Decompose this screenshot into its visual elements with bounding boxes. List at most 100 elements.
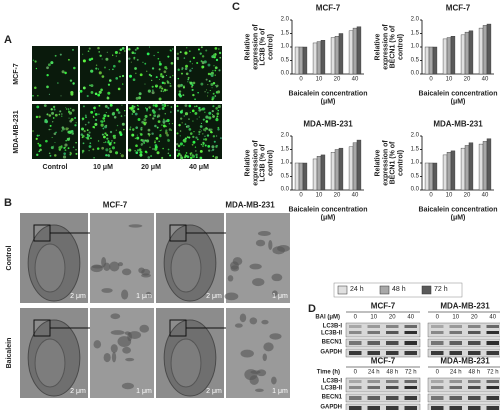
fluorescent-dot xyxy=(191,84,194,87)
fluorescent-dot xyxy=(101,58,103,60)
fluorescent-dot xyxy=(177,152,181,156)
bar xyxy=(316,156,322,191)
fluorescent-dot xyxy=(166,81,170,84)
fluorescent-dot xyxy=(146,109,148,112)
organelle xyxy=(227,275,234,282)
fluorescent-dot xyxy=(116,108,119,112)
lane-label: 0 xyxy=(435,314,439,321)
fluorescent-dot xyxy=(95,64,98,66)
scale-bar-label: 1 μm xyxy=(136,293,152,301)
fluorescent-dot xyxy=(204,144,207,147)
band xyxy=(349,406,362,410)
fluorescent-dot xyxy=(90,91,94,94)
x-tick-label: 10 xyxy=(315,76,323,83)
fluorescent-dot xyxy=(61,130,63,132)
fluorescent-dot xyxy=(81,134,85,138)
organelle xyxy=(93,340,102,349)
band xyxy=(449,325,462,328)
fluorescent-dot xyxy=(209,89,211,92)
organelle xyxy=(128,224,143,228)
band xyxy=(431,331,444,334)
fluorescent-dot xyxy=(81,127,85,131)
fluorescent-dot xyxy=(207,63,211,67)
organelle xyxy=(121,382,134,390)
band xyxy=(404,406,417,410)
fluorescent-dot xyxy=(114,51,118,55)
bar xyxy=(294,162,300,191)
blot-group-label: MCF-7 xyxy=(370,301,396,311)
fluorescent-dot xyxy=(98,71,102,75)
fluorescent-dot xyxy=(147,132,150,136)
fluorescent-dot xyxy=(146,108,149,111)
fluorescent-dot xyxy=(153,114,157,118)
fluorescent-dot xyxy=(53,132,57,136)
fluorescent-dot xyxy=(169,76,172,78)
fluorescent-dot xyxy=(75,152,78,155)
fluorescent-dot xyxy=(69,130,72,132)
fluorescent-dot xyxy=(191,88,194,92)
fluorescent-dot xyxy=(195,105,198,107)
fluorescent-dot xyxy=(90,137,92,139)
fluorescent-dot xyxy=(101,133,104,136)
y-tick-label: 2.0 xyxy=(410,16,419,23)
bar xyxy=(478,143,484,191)
y-tick-label: 0.0 xyxy=(410,70,419,77)
fluorescent-dot xyxy=(68,117,70,119)
y-axis-label: Relative expression of LC3B (% of contro… xyxy=(244,140,275,186)
fluorescent-dot xyxy=(160,90,163,92)
fluorescent-dot xyxy=(188,118,190,120)
blot-strip xyxy=(427,348,500,358)
x-tick-label: 10 xyxy=(445,192,453,199)
blot-row-label: BECN1 xyxy=(321,394,342,401)
fluorescent-dot xyxy=(208,149,211,152)
fluorescent-dot xyxy=(164,113,166,115)
organelle xyxy=(141,273,151,278)
panel-label: B xyxy=(4,196,12,209)
legend-box xyxy=(333,282,463,298)
fluorescent-dot xyxy=(68,58,70,61)
fluorescent-dot xyxy=(192,135,195,139)
bar xyxy=(478,27,484,75)
y-axis-label: Relative expression of BECN1 (% of contr… xyxy=(374,24,405,70)
fluorescent-dot xyxy=(118,52,121,54)
fluorescent-dot xyxy=(206,127,209,130)
fluorescent-dot xyxy=(50,129,52,131)
fluorescent-dot xyxy=(218,48,220,50)
fluorescent-dot xyxy=(148,73,151,76)
fluorescent-dot xyxy=(204,111,206,113)
fluorescent-dot xyxy=(139,150,143,154)
fluorescent-dot xyxy=(119,153,121,155)
y-tick-label: 1.5 xyxy=(280,30,289,37)
fluorescent-dot xyxy=(177,84,181,88)
fluorescent-dot xyxy=(69,79,73,82)
fluorescent-dot xyxy=(146,70,148,72)
scale-bar-label: 2 μm xyxy=(206,388,222,396)
fluorescent-dot xyxy=(74,124,77,127)
fluorescent-dot xyxy=(72,146,75,148)
fluorescent-dot xyxy=(151,79,153,81)
band xyxy=(486,325,499,328)
fluorescent-dot xyxy=(212,69,214,72)
fluorescent-dot xyxy=(184,123,187,125)
fluorescent-dot xyxy=(60,95,62,97)
fluorescent-dot xyxy=(124,115,126,117)
fluorescent-dot xyxy=(102,127,105,130)
fluorescent-dot xyxy=(46,74,49,77)
organelle xyxy=(121,289,129,300)
fluorescent-dot xyxy=(68,109,70,111)
x-tick-label: 0 xyxy=(429,76,433,83)
y-tick-label: 1.5 xyxy=(410,146,419,153)
bar xyxy=(294,46,300,75)
fluorescent-dot xyxy=(178,149,180,152)
fluorescent-dot xyxy=(191,143,194,146)
fluorescent-dot xyxy=(140,138,144,142)
fluorescent-dot xyxy=(203,128,206,132)
fluorescent-dot xyxy=(204,91,206,93)
em-nucleus xyxy=(170,338,202,388)
fluorescent-dot xyxy=(152,117,155,120)
fluorescent-dot xyxy=(219,137,222,140)
blot-strip xyxy=(345,338,421,348)
fluorescent-dot xyxy=(103,114,107,118)
band xyxy=(349,325,362,328)
